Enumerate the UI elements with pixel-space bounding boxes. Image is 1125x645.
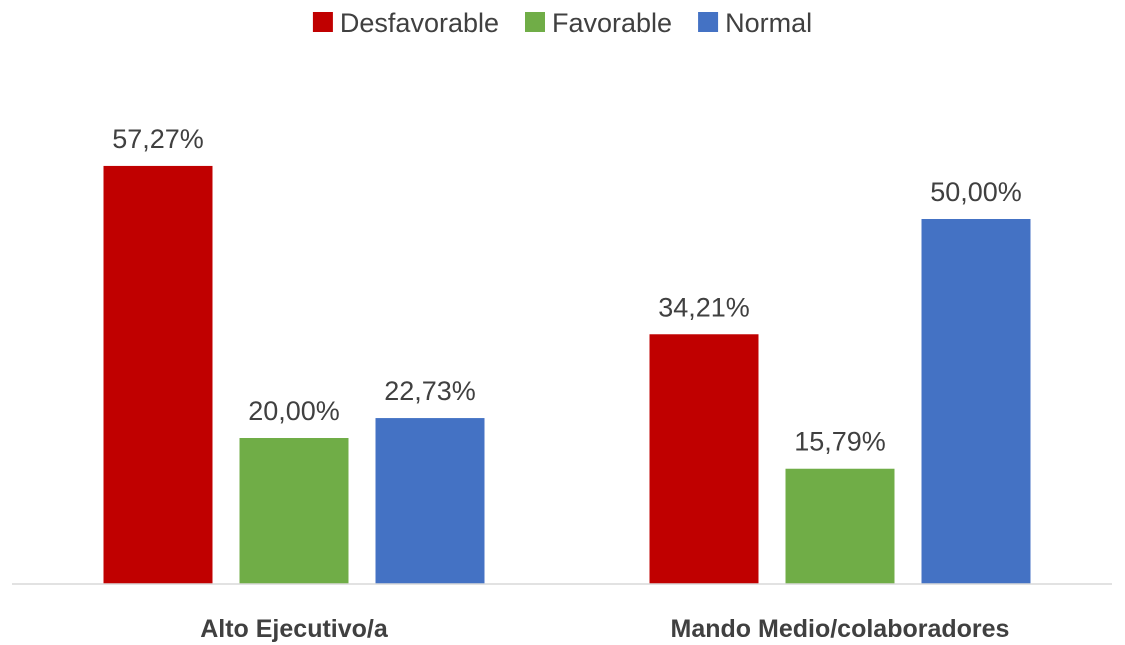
legend-label-favorable: Favorable	[552, 8, 672, 38]
bar-favorable-mando-medio-colaboradores	[785, 468, 895, 584]
legend-label-desfavorable: Desfavorable	[340, 8, 499, 38]
category-labels: Alto Ejecutivo/a Mando Medio/colaboradore…	[200, 615, 1009, 643]
bar-normal-mando-medio-colaboradores	[921, 219, 1031, 584]
data-label-desfavorable-alto-ejecutivo-a: 57,27%	[112, 124, 204, 154]
legend-swatch-desfavorable	[312, 12, 333, 32]
legend-label-normal: Normal	[725, 8, 812, 38]
legend: Desfavorable Favorable Normal	[312, 8, 812, 38]
bar-desfavorable-alto-ejecutivo-a	[103, 165, 213, 584]
bar-normal-alto-ejecutivo-a	[375, 418, 485, 584]
category-label-mando-medio-colaboradores: Mando Medio/colaboradores	[671, 615, 1010, 643]
legend-item-favorable: Favorable	[525, 8, 672, 38]
data-label-normal-alto-ejecutivo-a: 22,73%	[384, 376, 476, 406]
bar-favorable-alto-ejecutivo-a	[239, 438, 349, 584]
data-label-normal-mando-medio-colaboradores: 50,00%	[930, 177, 1022, 207]
legend-swatch-favorable	[525, 12, 545, 32]
bars	[103, 165, 1031, 584]
data-label-desfavorable-mando-medio-colaboradores: 34,21%	[658, 292, 750, 322]
legend-item-normal: Normal	[698, 8, 812, 38]
data-label-favorable-mando-medio-colaboradores: 15,79%	[794, 427, 886, 457]
legend-swatch-normal	[698, 12, 719, 32]
data-label-favorable-alto-ejecutivo-a: 20,00%	[248, 396, 340, 426]
data-labels: 57,27% 20,00% 22,73% 34,21% 15,79% 50,00%	[112, 124, 1022, 457]
category-label-alto-ejecutivo-a: Alto Ejecutivo/a	[200, 615, 389, 643]
legend-item-desfavorable: Desfavorable	[312, 8, 499, 38]
bar-desfavorable-mando-medio-colaboradores	[649, 334, 759, 584]
